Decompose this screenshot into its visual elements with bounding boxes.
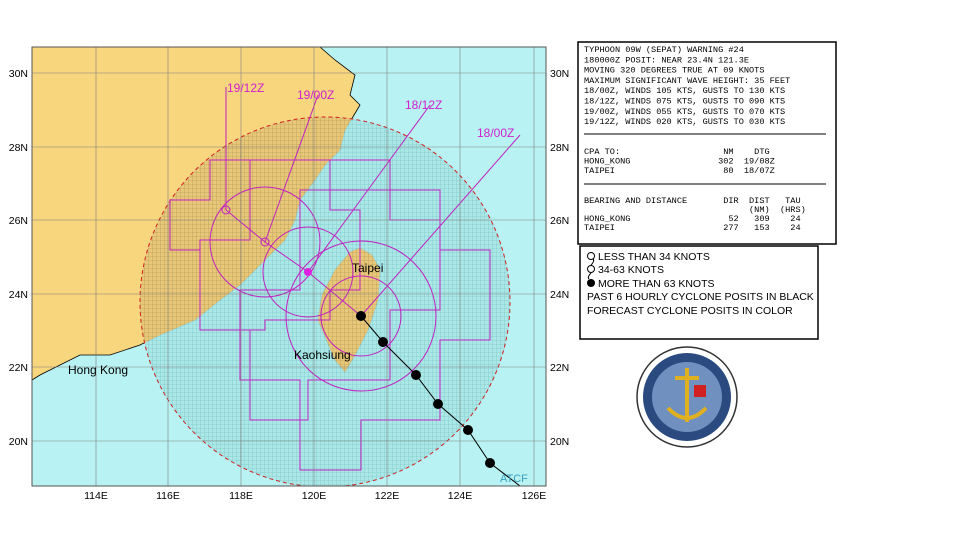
bearing-line: (NM) (HRS) [584, 205, 806, 215]
lon-label: 116E [156, 490, 180, 502]
cpa-line: TAIPEI 80 18/07Z [584, 166, 775, 176]
lat-label: 30N [550, 68, 569, 80]
bearing-line: BEARING AND DISTANCE DIR DIST TAU [584, 196, 801, 206]
wind-radii [169, 87, 521, 471]
legend-symbol [587, 279, 595, 287]
lat-labels: 30N 30N 28N 28N 26N 26N 24N 24N 22N 22N 20N 20N [9, 68, 570, 448]
time-label: 19/12Z [227, 81, 264, 95]
legend-symbol [587, 258, 595, 280]
lat-label: 20N [550, 436, 569, 448]
legend-label: 34-63 KNOTS [598, 264, 664, 276]
forecast-position [221, 205, 231, 215]
lon-label: 118E [229, 490, 253, 502]
lat-label: 30N [9, 68, 28, 80]
logo [636, 346, 738, 448]
lon-label: 124E [448, 490, 473, 502]
legend-box [579, 245, 819, 340]
warning-line: 18/12Z, WINDS 075 KTS, GUSTS TO 090 KTS [584, 97, 785, 107]
lat-label: 24N [9, 289, 28, 301]
bearing-line: HONG_KONG 52 309 24 [584, 214, 801, 224]
grid [32, 47, 546, 486]
warning-line: 180000Z POSIT: NEAR 23.4N 121.3E [584, 55, 749, 65]
warning-line: 19/12Z, WINDS 020 KTS, GUSTS TO 030 KTS [584, 117, 785, 127]
lon-label: 126E [522, 490, 547, 502]
bearing-line: TAIPEI 277 153 24 [584, 223, 801, 233]
lat-label: 26N [9, 215, 28, 227]
wind-area-land [140, 117, 380, 380]
lat-label: 22N [550, 362, 569, 374]
danger-boundary [139, 116, 511, 486]
warning-line: MOVING 320 DEGREES TRUE AT 09 KNOTS [584, 66, 765, 76]
legend-label: LESS THAN 34 KNOTS [598, 251, 710, 263]
source-label: ATCF [500, 473, 528, 485]
past-positions [356, 311, 495, 468]
warning-line: 19/00Z, WINDS 055 KTS, GUSTS TO 070 KTS [584, 107, 785, 117]
time-label: 19/00Z [297, 88, 334, 102]
lon-labels: 114E 116E 118E 120E 122E 124E 126E [84, 490, 546, 502]
time-label: 18/12Z [405, 98, 442, 112]
lat-label: 26N [550, 215, 569, 227]
warning-box [577, 41, 837, 245]
warning-line: TYPHOON 09W (SEPAT) WARNING #24 [584, 45, 744, 55]
cpa-line: CPA TO: NM DTG [584, 147, 770, 157]
place-label: Kaohsiung [294, 348, 351, 362]
lat-label: 28N [9, 142, 28, 154]
map: 19/12Z 19/00Z 18/12Z 18/00Z Taipei Kaohs… [32, 47, 546, 486]
warning-line: 18/00Z, WINDS 105 KTS, GUSTS TO 130 KTS [584, 86, 785, 96]
legend-note: FORECAST CYCLONE POSITS IN COLOR [587, 305, 793, 317]
legend-label: MORE THAN 63 KNOTS [598, 278, 715, 290]
lat-label: 28N [550, 142, 569, 154]
map-frame [31, 46, 547, 487]
time-label: 18/00Z [477, 126, 514, 140]
warning-line: MAXIMUM SIGNIFICANT WAVE HEIGHT: 35 FEET [584, 76, 790, 86]
forecast-position [304, 268, 312, 276]
lat-label: 24N [550, 289, 569, 301]
lon-label: 120E [302, 490, 327, 502]
cpa-line: HONG_KONG 302 19/08Z [584, 157, 775, 167]
legend-symbol [587, 265, 595, 273]
lat-label: 22N [9, 362, 28, 374]
legend-symbol [587, 252, 595, 260]
lon-label: 122E [375, 490, 400, 502]
place-label: Taipei [352, 261, 383, 275]
forecast-position [260, 237, 270, 247]
place-label: Hong Kong [68, 363, 128, 377]
lon-label: 114E [84, 490, 108, 502]
legend-note: PAST 6 HOURLY CYCLONE POSITS IN BLACK [587, 291, 814, 303]
lat-label: 20N [9, 436, 28, 448]
